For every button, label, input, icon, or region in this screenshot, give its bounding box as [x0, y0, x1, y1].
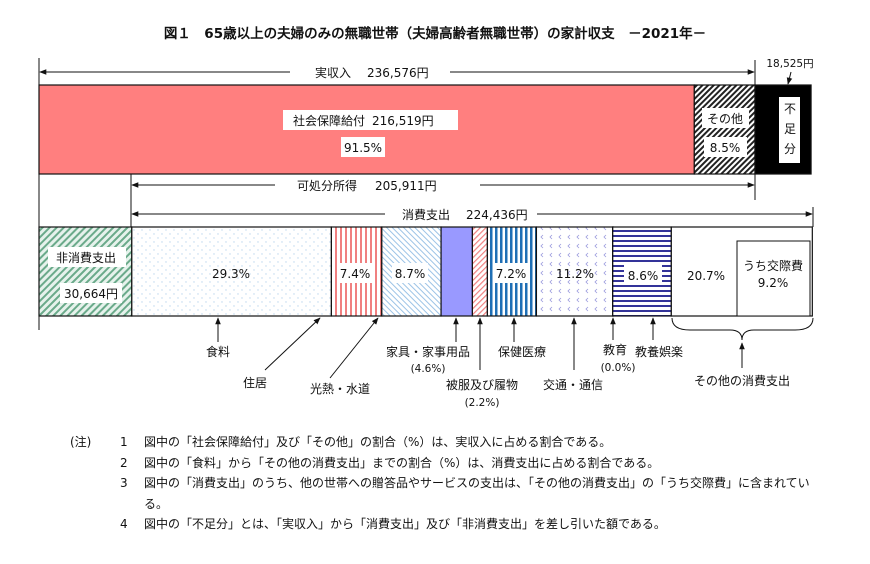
- housing-pct: 7.4%: [340, 267, 371, 281]
- note-text: 図中の「不足分」とは、「実収入」から「消費支出」及び「非消費支出」を差し引いた額…: [144, 517, 666, 531]
- label-furniture: 家具・家事用品: [386, 344, 470, 359]
- note-number: 3: [120, 476, 128, 490]
- note-4: 4 図中の「不足分」とは、「実収入」から「消費支出」及び「非消費支出」を差し引いた…: [70, 514, 824, 535]
- housing-pct-bg: [337, 263, 372, 283]
- label-medical: 保健医療: [498, 345, 546, 359]
- utilities-pct: 8.7%: [395, 267, 426, 281]
- note-number: 1: [120, 435, 128, 449]
- nc-amount-bg: [60, 283, 122, 303]
- non-consumption-amount: 30,664円: [64, 287, 118, 301]
- note-number: 4: [120, 517, 128, 531]
- figure-title: 図１ 65歳以上の夫婦のみの無職世帯（夫婦高齢者無職世帯）の家計収支 －2021…: [164, 25, 706, 42]
- non-consumption-label: 非消費支出: [56, 250, 116, 265]
- ss-label-bg: [283, 110, 458, 130]
- note-3: 3 図中の「消費支出」のうち、他の世帯への贈答品やサービスの支出は、「その他の消費…: [70, 473, 824, 514]
- disposable-label: 可処分所得: [297, 178, 357, 193]
- segment-transport: [535, 226, 614, 317]
- social-expense-pct: 9.2%: [758, 276, 789, 290]
- culture-pct: 8.6%: [628, 269, 659, 283]
- social-security-label: 社会保障給付: [293, 113, 365, 128]
- culture-pct-bg: [624, 265, 662, 285]
- food-pct: 29.3%: [212, 267, 250, 281]
- label-clothing: 被服及び履物: [446, 378, 518, 392]
- shortfall-char-2: 足: [784, 122, 796, 136]
- social-expense-label: うち交際費: [743, 258, 803, 273]
- note-number: 2: [120, 455, 128, 470]
- note-text: 図中の「社会保障給付」及び「その他」の割合（%）は、実収入に占める割合である。: [144, 435, 612, 449]
- medical-pct-bg: [493, 263, 530, 283]
- shortfall-char-1: 不: [784, 102, 796, 116]
- clothing-pct: (2.2%): [465, 397, 500, 409]
- disposable-amount: 205,911円: [375, 179, 437, 193]
- category-pointers: [215, 317, 745, 379]
- other-pct-bg: [704, 137, 747, 157]
- transport-pct: 11.2%: [556, 267, 594, 281]
- notes-prefix: (注): [70, 435, 92, 449]
- other-income-segment: [693, 84, 756, 175]
- label-transport: 交通・通信: [543, 377, 603, 392]
- note-text: 図中の「消費支出」のうち、他の世帯への贈答品やサービスの支出は、「その他の消費支…: [144, 476, 810, 511]
- note-1: (注) 1 図中の「社会保障給付」及び「その他」の割合（%）は、実収入に占める割合で…: [70, 432, 824, 453]
- consumption-amount: 224,436円: [466, 208, 528, 222]
- consumption-label: 消費支出: [402, 207, 450, 222]
- label-education: 教育: [603, 342, 627, 357]
- shortfall-amount: 18,525円: [766, 58, 813, 70]
- pointer-utilities: [329, 317, 379, 379]
- nc-label-bg: [48, 247, 126, 267]
- medical-pct: 7.2%: [496, 267, 527, 281]
- income-bar: [38, 84, 812, 175]
- other-income-label: その他: [707, 112, 743, 126]
- other-consumption-pct: 20.7%: [687, 269, 725, 283]
- other-income-pct: 8.5%: [710, 141, 741, 155]
- ss-pct-bg: [341, 137, 385, 157]
- household-budget-diagram: 図１ 65歳以上の夫婦のみの無職世帯（夫婦高齢者無職世帯）の家計収支 －2021…: [38, 25, 814, 409]
- segment-clothing: [471, 226, 488, 317]
- shortfall-char-3: 分: [784, 142, 796, 156]
- label-other: その他の消費支出: [694, 373, 790, 388]
- pointer-housing: [264, 317, 321, 371]
- social-security-amount: 216,519円: [372, 114, 434, 128]
- shortfall-label-bg: [779, 97, 800, 163]
- label-utilities: 光熱・水道: [310, 382, 370, 396]
- income-label: 実収入: [315, 65, 351, 80]
- note-text: 図中の「食料」から「その他の消費支出」までの割合（%）は、消費支出に占める割合で…: [144, 455, 660, 470]
- other-label-bg: [702, 108, 749, 128]
- income-amount: 236,576円: [367, 66, 429, 80]
- segment-furniture: [440, 226, 474, 317]
- note-2: 2 図中の「食料」から「その他の消費支出」までの割合（%）は、消費支出に占める割合…: [70, 453, 824, 474]
- education-pct: (0.0%): [601, 362, 636, 374]
- furniture-pct: (4.6%): [411, 363, 446, 375]
- social-security-pct: 91.5%: [344, 141, 382, 155]
- notes: (注) 1 図中の「社会保障給付」及び「その他」の割合（%）は、実収入に占める割合で…: [70, 432, 824, 535]
- shortfall-pointer: [786, 71, 793, 85]
- label-culture: 教養娯楽: [635, 344, 683, 359]
- social-security-segment: [38, 84, 695, 175]
- social-expense-box: [736, 240, 811, 317]
- label-housing: 住居: [243, 376, 267, 390]
- label-food: 食料: [206, 344, 230, 359]
- segment-food: [131, 226, 332, 317]
- other-brace: [671, 317, 814, 341]
- utilities-pct-bg: [392, 263, 428, 283]
